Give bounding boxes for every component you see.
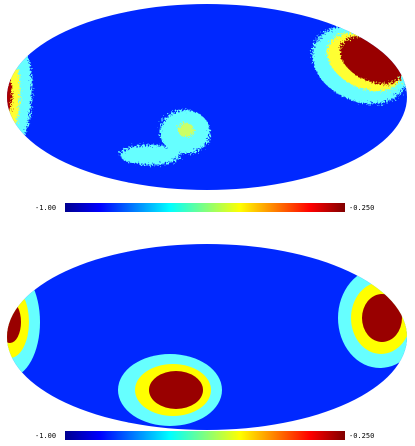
colorbar-min-label: -1.00 xyxy=(35,204,56,212)
colorbar xyxy=(65,431,345,440)
colorbar xyxy=(65,203,345,212)
colorbar-max-label: -0.250 xyxy=(349,432,374,440)
colorbar-max-label: -0.250 xyxy=(349,204,374,212)
bottom-map: -1.00 -0.250 xyxy=(7,244,407,440)
map-background xyxy=(7,244,407,430)
colorbar-min-label: -1.00 xyxy=(35,432,56,440)
map-background xyxy=(7,4,407,190)
top-map: -1.00 -0.250 xyxy=(7,4,407,212)
